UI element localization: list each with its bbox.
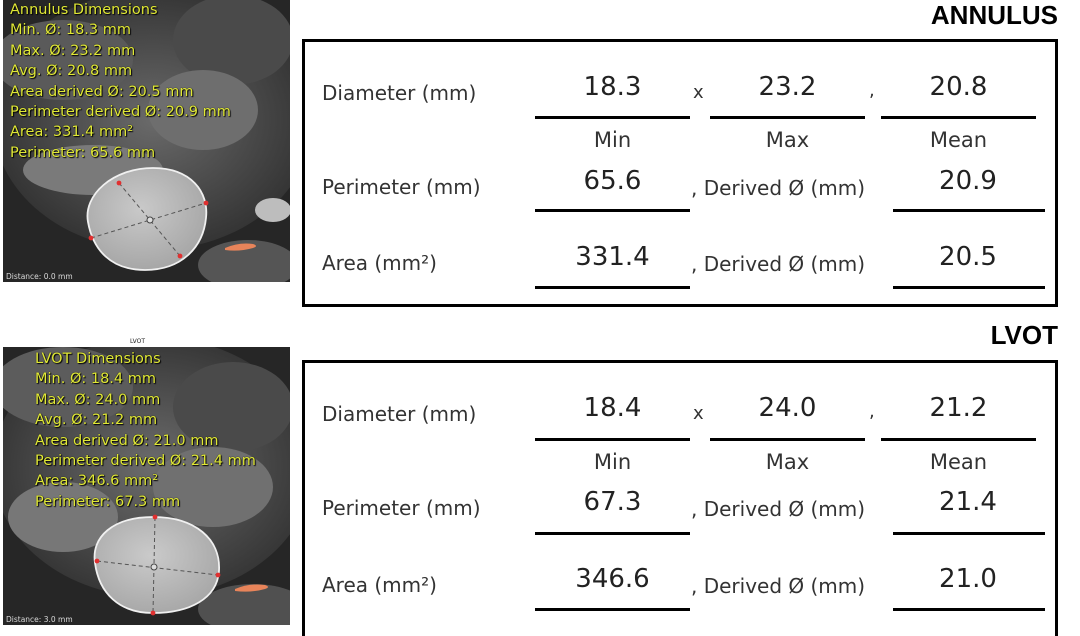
- diameter-mean-value: 21.2: [929, 393, 988, 423]
- area-derived-value: 20.5: [939, 242, 997, 272]
- perimeter-value: 65.6: [583, 166, 642, 196]
- lvot-overlay-text: LVOT Dimensions Min. Ø: 18.4 mm Max. Ø: …: [35, 349, 256, 512]
- x-separator: x: [693, 82, 704, 103]
- overlay-line: Perimeter derived Ø: 21.4 mm: [35, 453, 256, 470]
- annulus-measurements-box: Diameter (mm) 18.3 x 23.2 , 20.8 Min Max…: [302, 39, 1058, 307]
- distance-readout: Distance: 0.0 mm: [6, 272, 73, 281]
- overlay-line: Min. Ø: 18.3 mm: [10, 22, 131, 39]
- lvot-min-axis: [152, 516, 156, 614]
- perimeter-derived-label: , Derived Ø (mm): [691, 497, 866, 521]
- annulus-marker: [177, 253, 183, 259]
- annulus-min-axis: [118, 182, 181, 257]
- underline: [893, 608, 1045, 611]
- calcium-spot: [235, 584, 268, 592]
- overlay-line: Area derived Ø: 21.0 mm: [35, 432, 219, 449]
- annulus-centroid: [146, 216, 154, 224]
- underline: [881, 438, 1036, 441]
- overlay-line: Annulus Dimensions: [10, 2, 158, 18]
- overlay-line: Avg. Ø: 21.2 mm: [35, 412, 158, 429]
- diameter-label: Diameter (mm): [322, 81, 477, 105]
- comma-separator: ,: [869, 401, 875, 422]
- underline: [535, 438, 690, 441]
- annulus-marker: [116, 180, 122, 186]
- lvot-image-caption: LVOT: [130, 338, 146, 345]
- overlay-line: Perimeter derived Ø: 20.9 mm: [10, 104, 231, 121]
- diameter-label: Diameter (mm): [322, 402, 477, 426]
- lvot-centroid: [150, 563, 158, 571]
- underline: [710, 438, 865, 441]
- area-label: Area (mm²): [322, 251, 437, 275]
- underline: [893, 532, 1045, 535]
- comma-separator: ,: [869, 80, 875, 101]
- max-caption: Max: [765, 128, 810, 152]
- overlay-line: LVOT Dimensions: [35, 351, 161, 367]
- perimeter-label: Perimeter (mm): [322, 496, 481, 520]
- lvot-marker: [94, 558, 100, 564]
- overlay-line: Max. Ø: 23.2 mm: [10, 42, 136, 59]
- underline: [535, 116, 690, 119]
- area-derived-label: , Derived Ø (mm): [691, 252, 866, 276]
- lvot-measurements-box: Diameter (mm) 18.4 x 24.0 , 21.2 Min Max…: [302, 360, 1058, 636]
- lvot-marker: [215, 572, 221, 578]
- diameter-mean-value: 20.8: [929, 72, 988, 102]
- overlay-line: Max. Ø: 24.0 mm: [35, 391, 161, 408]
- overlay-line: Avg. Ø: 20.8 mm: [10, 63, 133, 80]
- area-derived-value: 21.0: [939, 564, 997, 594]
- annulus-ct-image: Annulus Dimensions Min. Ø: 18.3 mm Max. …: [3, 0, 290, 282]
- underline: [535, 209, 690, 212]
- distance-readout: Distance: 3.0 mm: [6, 615, 73, 624]
- overlay-line: Area: 331.4 mm²: [10, 124, 134, 141]
- annulus-marker: [88, 235, 94, 241]
- lvot-section-title: LVOT: [990, 320, 1058, 350]
- max-caption: Max: [765, 450, 810, 474]
- underline: [535, 286, 690, 289]
- overlay-line: Perimeter: 65.6 mm: [10, 144, 156, 161]
- diameter-max-value: 24.0: [758, 393, 817, 423]
- lvot-max-axis: [96, 560, 219, 576]
- annulus-ct-scan: [3, 0, 290, 282]
- diameter-max-value: 23.2: [758, 72, 817, 102]
- lvot-marker: [152, 514, 158, 520]
- perimeter-derived-value: 21.4: [939, 487, 997, 517]
- underline: [535, 532, 690, 535]
- annulus-section-title: ANNULUS: [930, 0, 1058, 30]
- perimeter-derived-label: , Derived Ø (mm): [691, 176, 866, 200]
- mean-caption: Mean: [929, 128, 988, 152]
- calcium-spot: [225, 243, 256, 251]
- perimeter-derived-value: 20.9: [939, 166, 997, 196]
- underline: [893, 286, 1045, 289]
- overlay-line: Area: 346.6 mm²: [35, 473, 159, 490]
- min-caption: Min: [593, 128, 632, 152]
- mean-caption: Mean: [929, 450, 988, 474]
- lvot-ct-scan: [3, 347, 290, 625]
- overlay-line: Min. Ø: 18.4 mm: [35, 371, 156, 388]
- lvot-marker: [150, 610, 156, 616]
- perimeter-value: 67.3: [583, 487, 642, 517]
- area-value: 331.4: [575, 242, 650, 272]
- min-caption: Min: [593, 450, 632, 474]
- lvot-ct-image: LVOT Dimensions Min. Ø: 18.4 mm Max. Ø: …: [3, 347, 290, 625]
- annulus-marker: [203, 200, 209, 206]
- underline: [710, 116, 865, 119]
- overlay-line: Perimeter: 67.3 mm: [35, 493, 181, 510]
- area-value: 346.6: [575, 564, 650, 594]
- x-separator: x: [693, 403, 704, 424]
- diameter-min-value: 18.3: [583, 72, 642, 102]
- underline: [893, 209, 1045, 212]
- area-derived-label: , Derived Ø (mm): [691, 574, 866, 598]
- diameter-min-value: 18.4: [583, 393, 642, 423]
- perimeter-label: Perimeter (mm): [322, 175, 481, 199]
- annulus-max-axis: [90, 202, 207, 239]
- annulus-overlay-text: Annulus Dimensions Min. Ø: 18.3 mm Max. …: [10, 0, 231, 163]
- underline: [881, 116, 1036, 119]
- area-label: Area (mm²): [322, 573, 437, 597]
- underline: [535, 608, 690, 611]
- overlay-line: Area derived Ø: 20.5 mm: [10, 83, 194, 100]
